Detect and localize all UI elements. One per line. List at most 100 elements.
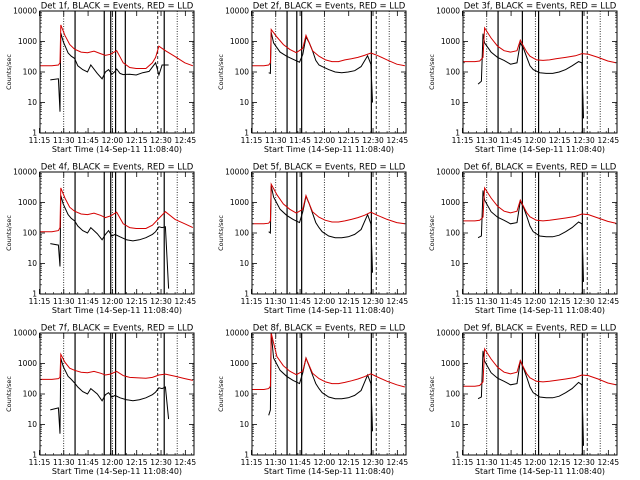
- x-tick-label: 12:00: [102, 458, 124, 467]
- series-events-line: [50, 357, 170, 434]
- y-tick-label: 100: [446, 229, 461, 238]
- x-tick-label: 12:15: [338, 136, 360, 145]
- y-tick-label: 1: [455, 451, 460, 460]
- y-tick-label: 1: [244, 451, 249, 460]
- x-tick-label: 11:15: [452, 297, 474, 306]
- x-tick-label: 12:15: [338, 458, 360, 467]
- x-tick-label: 11:15: [29, 136, 51, 145]
- y-tick-label: 1: [32, 451, 37, 460]
- y-tick-label: 100: [23, 390, 38, 399]
- x-tick-label: 12:15: [126, 458, 148, 467]
- y-tick-label: 100: [446, 390, 461, 399]
- x-tick-label: 12:45: [175, 136, 197, 145]
- panel-title: Det 3f, BLACK = Events, RED = LLD: [464, 2, 617, 12]
- x-axis-label: Start Time (14-Sep-11 11:08:40): [475, 467, 605, 476]
- y-tick-label: 10: [239, 259, 249, 268]
- x-tick-label: 11:45: [500, 458, 522, 467]
- x-tick-label: 11:15: [452, 458, 474, 467]
- x-tick-label: 12:00: [314, 297, 336, 306]
- x-axis-label: Start Time (14-Sep-11 11:08:40): [264, 145, 394, 154]
- y-tick-label: 1: [455, 290, 460, 299]
- x-tick-label: 12:45: [598, 136, 620, 145]
- x-tick-label: 12:15: [338, 297, 360, 306]
- x-tick-label: 11:15: [241, 458, 263, 467]
- y-tick-label: 100: [23, 68, 38, 77]
- x-axis-label: Start Time (14-Sep-11 11:08:40): [475, 306, 605, 315]
- x-tick-label: 11:30: [476, 297, 498, 306]
- y-tick-label: 100: [235, 68, 250, 77]
- y-tick-label: 1: [244, 290, 249, 299]
- x-tick-label: 12:30: [573, 136, 595, 145]
- panel-title: Det 4f, BLACK = Events, RED = LLD: [41, 163, 194, 173]
- series-lld-line: [252, 27, 405, 67]
- series-events-line: [50, 32, 169, 112]
- x-tick-label: 12:15: [549, 297, 571, 306]
- x-axis-label: Start Time (14-Sep-11 11:08:40): [475, 145, 605, 154]
- x-tick-label: 11:45: [77, 297, 99, 306]
- series-lld-line: [40, 24, 194, 69]
- series-lld-line: [463, 347, 617, 387]
- plot-frame: [251, 332, 407, 456]
- panel-3: Det 3f, BLACK = Events, RED = LLD 1 10 100 1…: [428, 2, 619, 155]
- time-markers: [63, 333, 178, 455]
- panel-6: Det 6f, BLACK = Events, RED = LLD 1 10 100 1…: [428, 163, 619, 316]
- x-tick-label: 11:30: [476, 136, 498, 145]
- plot-frame: [251, 10, 407, 134]
- x-tick-label: 12:30: [150, 458, 172, 467]
- x-tick-label: 11:30: [53, 458, 75, 467]
- x-tick-label: 12:45: [387, 136, 409, 145]
- x-tick-label: 11:15: [29, 297, 51, 306]
- time-markers: [275, 11, 390, 133]
- x-tick-label: 11:45: [500, 136, 522, 145]
- x-tick-label: 12:45: [598, 297, 620, 306]
- x-tick-label: 12:00: [314, 136, 336, 145]
- panel-title: Det 2f, BLACK = Events, RED = LLD: [253, 2, 406, 12]
- series-lld-line: [463, 26, 617, 64]
- x-tick-label: 12:30: [150, 297, 172, 306]
- panel-title: Det 7f, BLACK = Events, RED = LLD: [41, 324, 194, 334]
- x-tick-label: 12:45: [387, 297, 409, 306]
- y-axis-label: Counts/sec: [5, 215, 13, 251]
- y-tick-label: 1: [244, 129, 249, 138]
- x-tick-label: 11:45: [289, 458, 311, 467]
- panel-title: Det 9f, BLACK = Events, RED = LLD: [464, 324, 617, 334]
- x-tick-label: 12:45: [387, 458, 409, 467]
- y-tick-label: 100: [235, 229, 250, 238]
- x-tick-label: 12:30: [362, 458, 384, 467]
- panel-title: Det 5f, BLACK = Events, RED = LLD: [253, 163, 406, 173]
- y-tick-label: 1: [32, 290, 37, 299]
- x-tick-label: 11:45: [500, 297, 522, 306]
- y-tick-label: 10: [27, 420, 37, 429]
- y-axis-label: Counts/sec: [428, 215, 436, 251]
- y-tick-label: 10000: [436, 7, 460, 16]
- time-markers: [275, 333, 390, 455]
- x-tick-label: 12:00: [525, 136, 547, 145]
- series-events-line: [268, 32, 373, 103]
- y-tick-label: 1000: [441, 198, 460, 207]
- x-axis-label: Start Time (14-Sep-11 11:08:40): [52, 467, 182, 476]
- y-axis-label: Counts/sec: [217, 215, 225, 251]
- series-events-line: [50, 195, 170, 289]
- x-tick-label: 12:30: [362, 136, 384, 145]
- x-tick-label: 12:15: [549, 136, 571, 145]
- panel-9: Det 9f, BLACK = Events, RED = LLD 1 10 100 1…: [428, 324, 619, 477]
- panel-title: Det 6f, BLACK = Events, RED = LLD: [464, 163, 617, 173]
- x-tick-label: 12:30: [362, 297, 384, 306]
- x-tick-label: 12:15: [549, 458, 571, 467]
- x-tick-label: 12:00: [102, 297, 124, 306]
- x-axis-label: Start Time (14-Sep-11 11:08:40): [52, 306, 182, 315]
- y-axis-label: Counts/sec: [5, 54, 13, 90]
- y-tick-label: 10: [27, 259, 37, 268]
- series-lld-line: [463, 186, 617, 224]
- y-tick-label: 10000: [225, 168, 249, 177]
- y-tick-label: 100: [23, 229, 38, 238]
- plot-frame: [39, 10, 195, 134]
- x-axis-label: Start Time (14-Sep-11 11:08:40): [264, 467, 394, 476]
- time-markers: [275, 172, 390, 294]
- y-tick-label: 10000: [225, 329, 249, 338]
- panel-5: Det 5f, BLACK = Events, RED = LLD 1 10 100 1…: [217, 163, 408, 316]
- series-events-line: [268, 332, 373, 432]
- series-events-line: [477, 33, 584, 119]
- x-tick-label: 11:15: [241, 297, 263, 306]
